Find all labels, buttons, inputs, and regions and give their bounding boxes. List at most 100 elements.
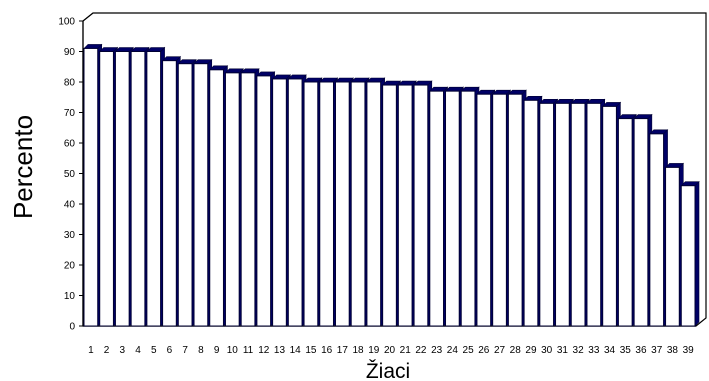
x-tick-label: 2 — [104, 345, 110, 356]
y-tick-label: 100 — [58, 17, 75, 28]
y-axis-label: Percento — [8, 115, 38, 219]
y-tick-label: 30 — [64, 230, 76, 241]
bar-front — [303, 81, 319, 327]
bar-front — [570, 102, 586, 327]
x-tick-label: 26 — [478, 345, 490, 356]
bar-30 — [539, 98, 559, 327]
y-tick-label: 20 — [64, 261, 76, 272]
x-tick-label: 7 — [182, 345, 188, 356]
y-tick-label: 40 — [64, 200, 76, 211]
bar-side — [694, 180, 700, 327]
bar-front — [99, 51, 114, 327]
bar-35 — [617, 113, 637, 327]
bar-front — [224, 72, 240, 327]
bar-front — [114, 51, 130, 327]
x-tick-label: 8 — [198, 345, 204, 356]
bar-front — [319, 81, 334, 327]
bar-front — [445, 90, 460, 327]
bar-front — [83, 47, 99, 327]
bar-front — [350, 81, 366, 327]
x-tick-label: 38 — [667, 345, 679, 356]
bar-34 — [601, 101, 622, 327]
bar-front — [287, 78, 303, 327]
bar-22 — [413, 80, 433, 327]
bar-front — [680, 185, 696, 327]
bar-4 — [130, 46, 150, 327]
bars — [83, 43, 700, 327]
bar-38 — [664, 162, 685, 327]
x-axis-ticks: 1 2 3 4 5 6 7 8 9 10 11 12 13 14 15 16 17 18 19 20 21 22 23 24 2… — [88, 345, 694, 356]
bar-8 — [193, 58, 213, 327]
y-tick-label: 90 — [64, 47, 76, 58]
bar-33 — [586, 98, 606, 327]
x-tick-label: 6 — [167, 345, 173, 356]
bar-7 — [177, 58, 197, 327]
bar-front — [523, 99, 539, 327]
x-tick-label: 22 — [415, 345, 427, 356]
bar-25 — [460, 86, 480, 327]
bar-18 — [350, 77, 370, 327]
bar-9 — [209, 65, 229, 327]
bar-front — [429, 90, 445, 327]
bar-6 — [161, 55, 182, 327]
x-tick-label: 31 — [557, 345, 569, 356]
bar-front — [492, 93, 507, 327]
x-axis-label: Žiaci — [366, 360, 410, 381]
y-tick-label: 60 — [64, 139, 76, 150]
x-tick-label: 14 — [290, 345, 302, 356]
y-tick-label: 70 — [64, 108, 76, 119]
bar-front — [602, 105, 617, 327]
x-tick-label: 35 — [620, 345, 632, 356]
bar-front — [256, 75, 272, 327]
bar-front — [397, 84, 413, 327]
bar-front — [617, 118, 633, 327]
bar-32 — [570, 98, 590, 327]
bar-36 — [633, 113, 653, 327]
bar-front — [162, 60, 177, 327]
bar-37 — [649, 129, 669, 327]
x-tick-label: 4 — [135, 345, 141, 356]
bar-5 — [146, 46, 166, 327]
bar-23 — [429, 86, 449, 327]
bar-front — [665, 166, 680, 327]
x-tick-label: 9 — [214, 345, 220, 356]
bar-front — [209, 69, 224, 327]
bar-11 — [240, 68, 260, 327]
bar-front — [240, 72, 256, 327]
x-tick-label: 16 — [321, 345, 333, 356]
y-tick-label: 80 — [64, 78, 76, 89]
x-tick-label: 17 — [337, 345, 349, 356]
x-tick-label: 33 — [588, 345, 600, 356]
x-tick-label: 34 — [604, 345, 616, 356]
y-axis-ticks: 0 10 20 30 40 50 60 70 80 90 100 — [58, 17, 83, 333]
x-tick-label: 1 — [88, 345, 94, 356]
bar-3 — [114, 46, 134, 327]
bar-2 — [98, 46, 119, 327]
x-tick-label: 39 — [683, 345, 695, 356]
bar-21 — [397, 80, 417, 327]
bar-17 — [334, 77, 354, 327]
x-tick-label: 28 — [510, 345, 522, 356]
bar-front — [366, 81, 382, 327]
bar-front — [272, 78, 287, 327]
bar-19 — [366, 77, 386, 327]
x-tick-label: 20 — [384, 345, 396, 356]
bar-front — [649, 133, 665, 327]
x-tick-label: 18 — [353, 345, 365, 356]
x-tick-label: 30 — [541, 345, 553, 356]
bar-front — [476, 93, 492, 327]
bar-29 — [523, 95, 543, 327]
bar-front — [130, 51, 146, 327]
x-tick-label: 36 — [635, 345, 647, 356]
bar-front — [382, 84, 397, 327]
bar-front — [555, 102, 570, 327]
x-tick-label: 29 — [525, 345, 537, 356]
bar-1 — [83, 43, 103, 327]
x-tick-label: 21 — [400, 345, 412, 356]
bar-15 — [303, 77, 323, 327]
bar-front — [193, 63, 209, 327]
bar-26 — [476, 89, 496, 327]
frame-edge — [82, 12, 94, 22]
bar-14 — [287, 74, 307, 327]
